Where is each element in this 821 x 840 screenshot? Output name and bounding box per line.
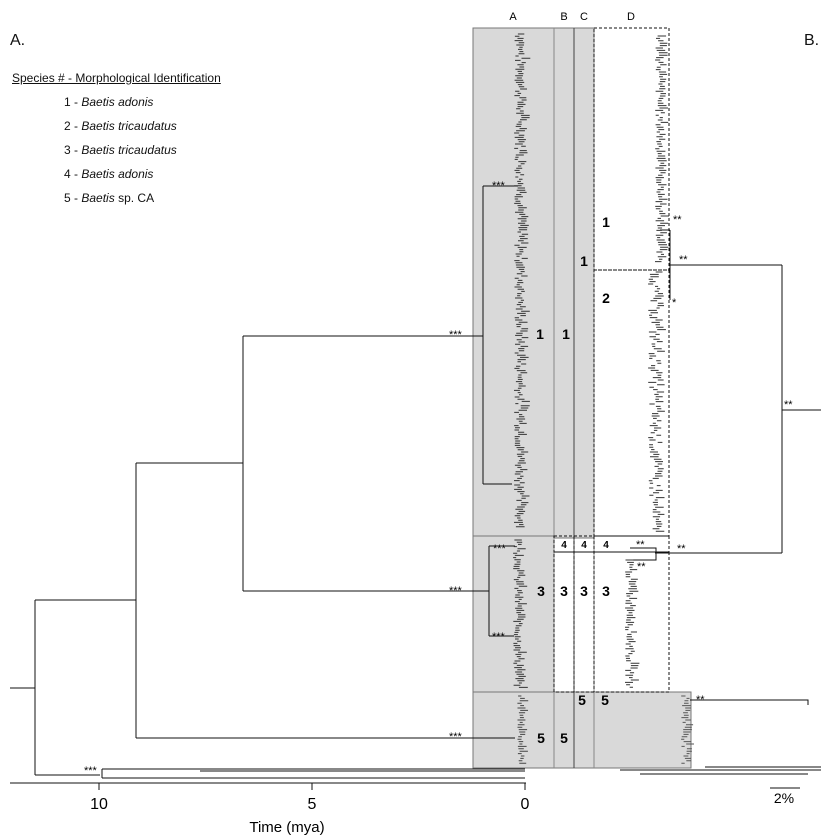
support-label: *** <box>492 180 506 192</box>
tips-d-species-1 <box>655 35 669 263</box>
scale-bar-label: 2% <box>774 790 794 806</box>
legend-item-5: 5 - Baetis sp. CA <box>64 191 155 205</box>
support-label: *** <box>84 765 98 777</box>
support-label: *** <box>449 731 463 743</box>
species-label-a-5: 5 <box>537 730 545 746</box>
dashed-box-species-4 <box>553 535 670 553</box>
legend-item-4: 4 - Baetis adonis <box>64 167 154 181</box>
axis-title: Time (mya) <box>249 819 324 836</box>
support-label: *** <box>492 631 506 643</box>
species-label-d-4: 4 <box>603 540 609 551</box>
support-label: ** <box>784 399 793 411</box>
support-label: *** <box>449 329 463 341</box>
tips-species-1-2 <box>514 33 531 528</box>
species-label-b-4: 4 <box>561 540 567 551</box>
species-label-d-1: 1 <box>602 214 610 230</box>
tick-label: 10 <box>90 796 108 813</box>
support-label: ** <box>677 543 686 555</box>
legend-title: Species # - Morphological Identification <box>12 71 221 85</box>
dashed-box-species-3 <box>553 551 670 693</box>
panel-b-label: B. <box>804 32 820 49</box>
column-header-c: C <box>580 11 588 23</box>
support-label: *** <box>449 585 463 597</box>
tips-species-3 <box>513 539 528 688</box>
column-header-b: B <box>560 11 567 23</box>
column-header-d: D <box>627 11 635 23</box>
support-label: ** <box>637 561 646 573</box>
time-axis: 10 5 0 Time (mya) <box>10 782 530 836</box>
panel-a-label: A. <box>10 32 26 49</box>
support-label: ** <box>673 214 682 226</box>
tick-label: 0 <box>521 796 530 813</box>
legend-item-1: 1 - Baetis adonis <box>64 95 154 109</box>
support-label: *** <box>493 543 507 555</box>
dashed-box-column-d-species-1 <box>593 27 670 271</box>
tips-d-species-2 <box>648 271 666 532</box>
species-label-b-1: 1 <box>562 326 570 342</box>
support-label: ** <box>679 254 688 266</box>
legend-item-2: 2 - Baetis tricaudatus <box>64 119 177 133</box>
species-label-d-5: 5 <box>601 692 609 708</box>
species-label-d-2: 2 <box>602 290 610 306</box>
tips-d-species-5 <box>681 695 694 764</box>
legend-item-3: 3 - Baetis tricaudatus <box>64 143 177 157</box>
shaded-region-species-3-col-a <box>472 535 555 693</box>
shaded-region-species-1 <box>472 27 595 539</box>
tick-label: 5 <box>308 796 317 813</box>
support-label: * <box>672 297 677 309</box>
species-label-c-5: 5 <box>578 692 586 708</box>
species-label-b-3: 3 <box>560 583 568 599</box>
species-label-b-5: 5 <box>560 730 568 746</box>
column-header-a: A <box>509 11 517 23</box>
species-label-c-4: 4 <box>581 540 587 551</box>
species-label-d-3: 3 <box>602 583 610 599</box>
tips-d-species-3 <box>625 559 640 688</box>
species-label-a-3: 3 <box>537 583 545 599</box>
support-label: ** <box>696 694 705 706</box>
time-tree <box>10 185 525 779</box>
species-label-c-3: 3 <box>580 583 588 599</box>
species-label-a-1: 1 <box>536 326 544 342</box>
species-legend: Species # - Morphological Identification… <box>12 66 221 210</box>
species-label-c-1: 1 <box>580 253 588 269</box>
tips-species-5 <box>517 695 529 764</box>
dashed-box-column-d-species-2 <box>593 269 670 537</box>
support-label: ** <box>636 539 645 551</box>
